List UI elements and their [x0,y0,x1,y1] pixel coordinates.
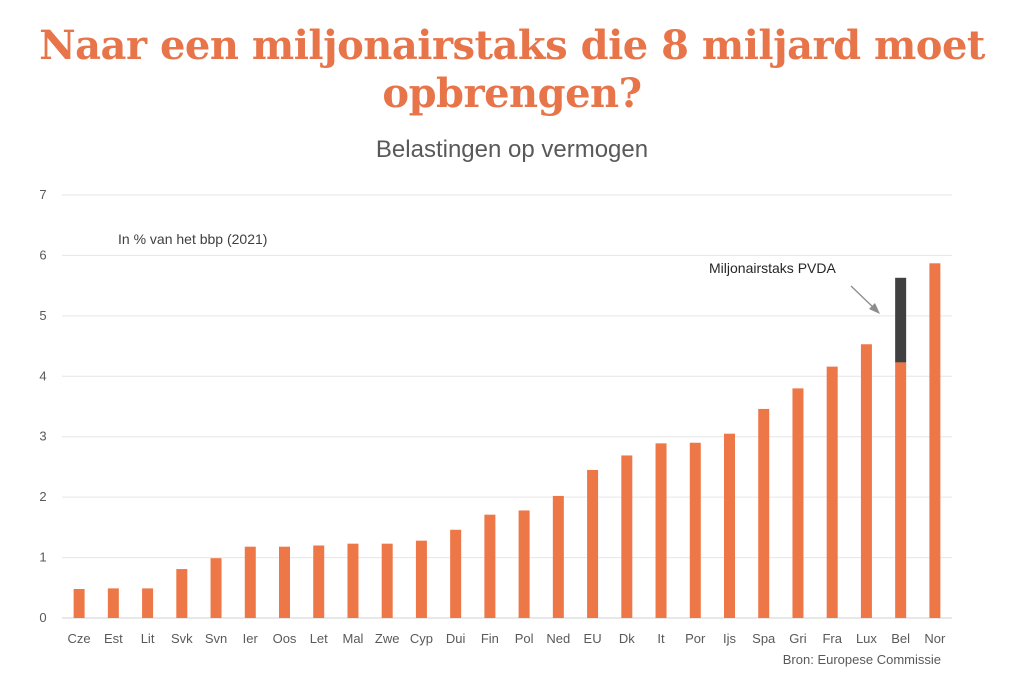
bar-ier [244,546,256,618]
x-tick-label: Oos [273,631,297,646]
y-tick-label: 5 [39,308,46,323]
x-tick-label: Cyp [410,631,433,646]
x-tick-label: Svn [205,631,227,646]
bar-oos [279,546,290,618]
x-tick-label: Spa [752,631,776,646]
x-tick-label: Zwe [375,631,400,646]
bar-pol [518,510,530,618]
x-tick-label: Por [685,631,706,646]
bar-ned [552,495,564,618]
bar-zwe [381,543,393,618]
x-tick-label: EU [584,631,602,646]
y-tick-label: 3 [39,429,46,444]
annotation-arrow [850,285,880,314]
x-tick-label: Pol [515,631,534,646]
bar-bel-miljonairstaks [895,277,907,363]
y-tick-label: 0 [39,610,46,625]
bar-cze [73,588,85,618]
y-axis-ticks: 0 1 2 3 4 5 6 7 [39,187,46,625]
x-tick-label: Svk [171,631,193,646]
x-tick-label: Fra [822,631,842,646]
x-tick-label: Dui [446,631,466,646]
annotation-label: Miljonairstaks PVDA [709,260,836,276]
bar-lit [142,588,154,618]
bar-dui [450,529,462,618]
bar-gri [792,388,804,618]
x-tick-label: Est [104,631,123,646]
x-tick-label: Let [310,631,328,646]
unit-label: In % van het bbp (2021) [118,231,267,247]
y-tick-label: 7 [39,187,46,202]
x-tick-label: Fin [481,631,499,646]
bar-it [655,443,667,618]
bar-let [313,545,325,618]
bar-mal [347,543,359,618]
x-tick-label: Dk [619,631,635,646]
bar-por [689,442,701,618]
source-label: Bron: Europese Commissie [783,652,941,667]
bar-fin [484,514,496,618]
y-tick-label: 1 [39,550,46,565]
bar-bel [895,362,907,618]
bar-est [107,588,119,618]
bar-lux [860,344,872,618]
y-tick-label: 4 [39,368,46,383]
x-tick-label: Mal [342,631,363,646]
bar-eu [587,469,599,618]
x-tick-label: It [657,631,665,646]
bar-fra [826,366,838,618]
x-tick-label: Lit [141,631,155,646]
bar-svn [210,558,222,618]
x-tick-label: Lux [856,631,877,646]
bar-svk [176,569,188,618]
bars [73,263,941,618]
y-tick-label: 6 [39,247,46,262]
x-tick-label: Ijs [723,631,737,646]
chart-subtitle: Belastingen op vermogen [375,136,649,163]
y-tick-label: 2 [39,489,46,504]
bar-spa [758,408,770,618]
bar-ijs [724,433,735,618]
gridlines [62,194,952,619]
x-tick-label: Ned [546,631,570,646]
x-tick-label: Gri [789,631,806,646]
bar-dk [621,455,633,618]
bar-cyp [415,540,427,618]
bar-nor [929,263,941,618]
chart-title: Naar een miljonairstaks die 8 miljard mo… [39,22,985,117]
x-tick-label: Bel [891,631,910,646]
x-axis-ticks: Cze Est Lit Svk Svn Ier Oos Let Mal Zwe Cyp Dui Fin P… [68,631,946,646]
x-tick-label: Cze [68,631,91,646]
x-tick-label: Ier [243,631,259,646]
x-tick-label: Nor [924,631,946,646]
